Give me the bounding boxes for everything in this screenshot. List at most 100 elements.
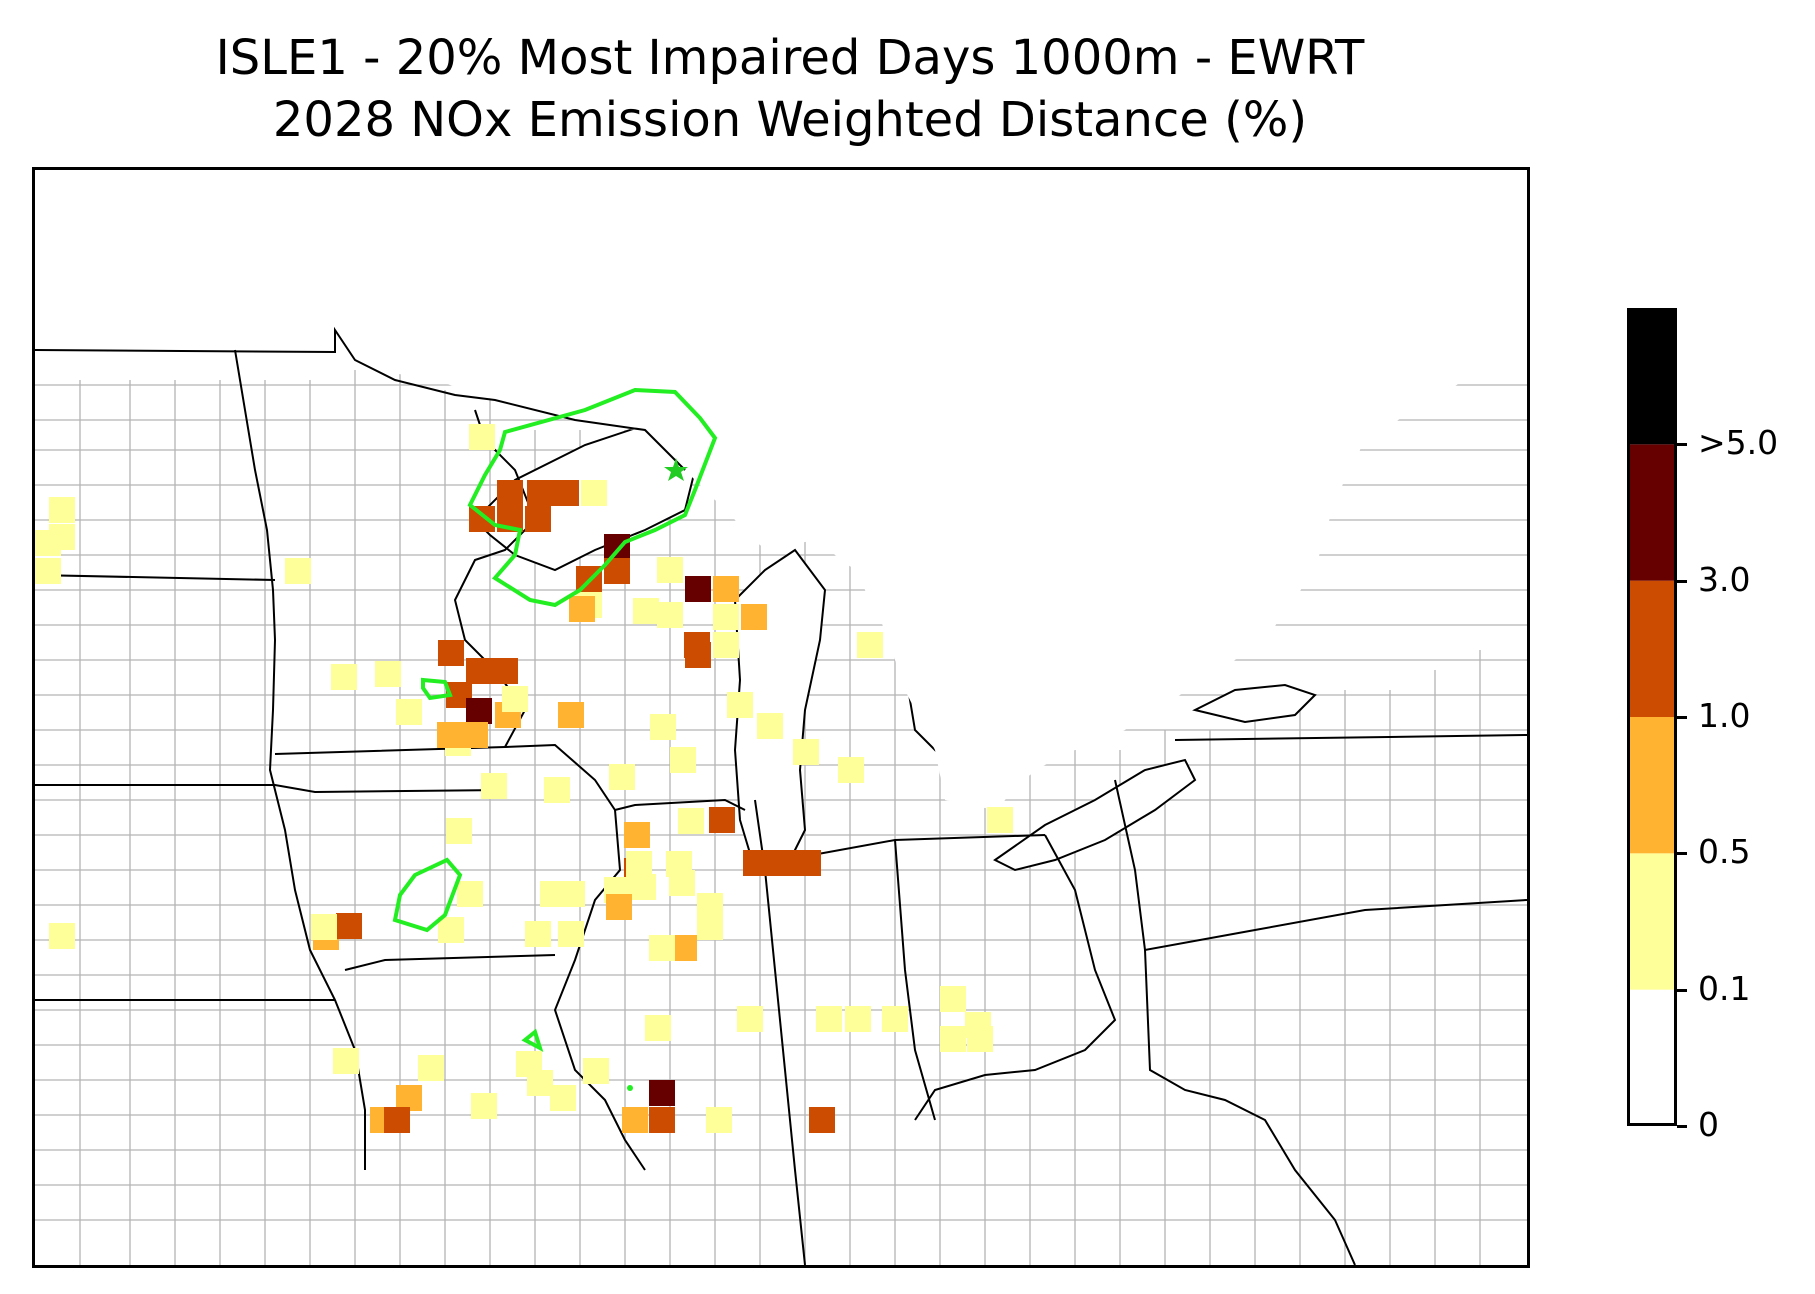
- impact-cell: [466, 698, 492, 724]
- impact-cell: [49, 923, 75, 949]
- impact-cell: [845, 1006, 871, 1032]
- impact-cell: [336, 913, 362, 939]
- impact-cell: [727, 692, 753, 718]
- impact-cell: [793, 739, 819, 765]
- impact-cell: [940, 1026, 966, 1052]
- impact-cell: [697, 914, 723, 940]
- impact-cell: [882, 1006, 908, 1032]
- impact-cell: [516, 1051, 542, 1077]
- impact-cell: [940, 986, 966, 1012]
- impact-cell: [795, 850, 821, 876]
- impact-cell: [769, 850, 795, 876]
- impact-cell: [311, 914, 337, 940]
- impact-cell: [649, 1107, 675, 1133]
- impact-cell: [457, 881, 483, 907]
- impact-cell: [418, 1055, 444, 1081]
- impact-cell: [375, 661, 401, 687]
- impact-cell: [713, 576, 739, 602]
- colorbar-segment: [1629, 717, 1675, 853]
- impact-cell: [684, 632, 710, 658]
- impact-cell: [669, 870, 695, 896]
- colorbar-tick-label: 0: [1698, 1107, 1719, 1143]
- impact-cell: [527, 480, 553, 506]
- impact-cell: [678, 808, 704, 834]
- impact-cell: [604, 534, 630, 560]
- impact-cell: [816, 1006, 842, 1032]
- colorbar-tick: [1677, 716, 1687, 719]
- colorbar-tick: [1677, 443, 1687, 446]
- colorbar: [1627, 308, 1677, 1126]
- impact-cell: [569, 596, 595, 622]
- colorbar-segment: [1629, 853, 1675, 989]
- colorbar-tick: [1677, 852, 1687, 855]
- impact-cell: [624, 822, 650, 848]
- map-canvas: [35, 170, 1527, 1265]
- impact-cell: [838, 757, 864, 783]
- impact-cell: [466, 658, 492, 684]
- impact-cell: [630, 874, 656, 900]
- map-panel: [32, 167, 1530, 1268]
- impact-cell: [713, 604, 739, 630]
- impact-cell: [809, 1107, 835, 1133]
- impact-cell: [469, 506, 495, 532]
- impact-cell: [558, 702, 584, 728]
- impact-cell: [967, 1026, 993, 1052]
- colorbar-segment: [1629, 581, 1675, 717]
- colorbar-tick-label: 1.0: [1698, 698, 1750, 734]
- impact-cell: [857, 632, 883, 658]
- impact-cell: [649, 935, 675, 961]
- colorbar-tick: [1677, 580, 1687, 583]
- impact-cell: [49, 497, 75, 523]
- impact-cell: [606, 894, 632, 920]
- impact-cell: [670, 747, 696, 773]
- impact-cell: [49, 524, 75, 550]
- impact-cell: [469, 424, 495, 450]
- impact-cell: [384, 1107, 410, 1133]
- impact-cell: [649, 1080, 675, 1106]
- impact-cell: [622, 1107, 648, 1133]
- impact-cell: [333, 1048, 359, 1074]
- impact-cell: [550, 1085, 576, 1111]
- colorbar-segment: [1629, 308, 1675, 444]
- impact-cell: [713, 632, 739, 658]
- impact-cell: [741, 604, 767, 630]
- impact-cell: [987, 807, 1013, 833]
- impact-cell: [285, 558, 311, 584]
- impact-cell: [492, 658, 518, 684]
- impact-cell: [331, 664, 357, 690]
- impact-cell: [462, 722, 488, 748]
- impact-cell: [497, 480, 523, 506]
- impact-cell: [581, 480, 607, 506]
- impact-cell: [558, 921, 584, 947]
- impact-cell: [583, 1058, 609, 1084]
- impact-cell: [706, 1107, 732, 1133]
- colorbar-tick-label: 0.1: [1698, 971, 1750, 1007]
- impact-cell: [438, 640, 464, 666]
- impact-cell: [743, 850, 769, 876]
- colorbar-segment: [1629, 444, 1675, 580]
- source-marker-dot: [627, 1085, 633, 1091]
- impact-cell: [709, 807, 735, 833]
- impact-cell: [633, 598, 659, 624]
- lake-ontario: [1195, 685, 1315, 722]
- impact-cell: [438, 917, 464, 943]
- contour-small-1: [423, 680, 450, 698]
- colorbar-segment: [1629, 990, 1675, 1126]
- colorbar-tick: [1677, 1125, 1687, 1128]
- colorbar-tick-label: >5.0: [1698, 425, 1778, 461]
- impact-cell: [396, 699, 422, 725]
- impact-cell: [525, 921, 551, 947]
- impact-cell: [657, 557, 683, 583]
- impact-cell: [609, 764, 635, 790]
- impact-cell: [471, 1093, 497, 1119]
- map-title-line2: 2028 NOx Emission Weighted Distance (%): [0, 92, 1580, 148]
- impact-cell: [737, 1006, 763, 1032]
- impact-cell: [757, 713, 783, 739]
- colorbar-tick: [1677, 989, 1687, 992]
- impact-cell: [502, 686, 528, 712]
- impact-cell: [650, 714, 676, 740]
- impact-cell: [559, 881, 585, 907]
- impact-cell: [446, 818, 472, 844]
- impact-cell: [35, 558, 61, 584]
- impact-cell: [525, 506, 551, 532]
